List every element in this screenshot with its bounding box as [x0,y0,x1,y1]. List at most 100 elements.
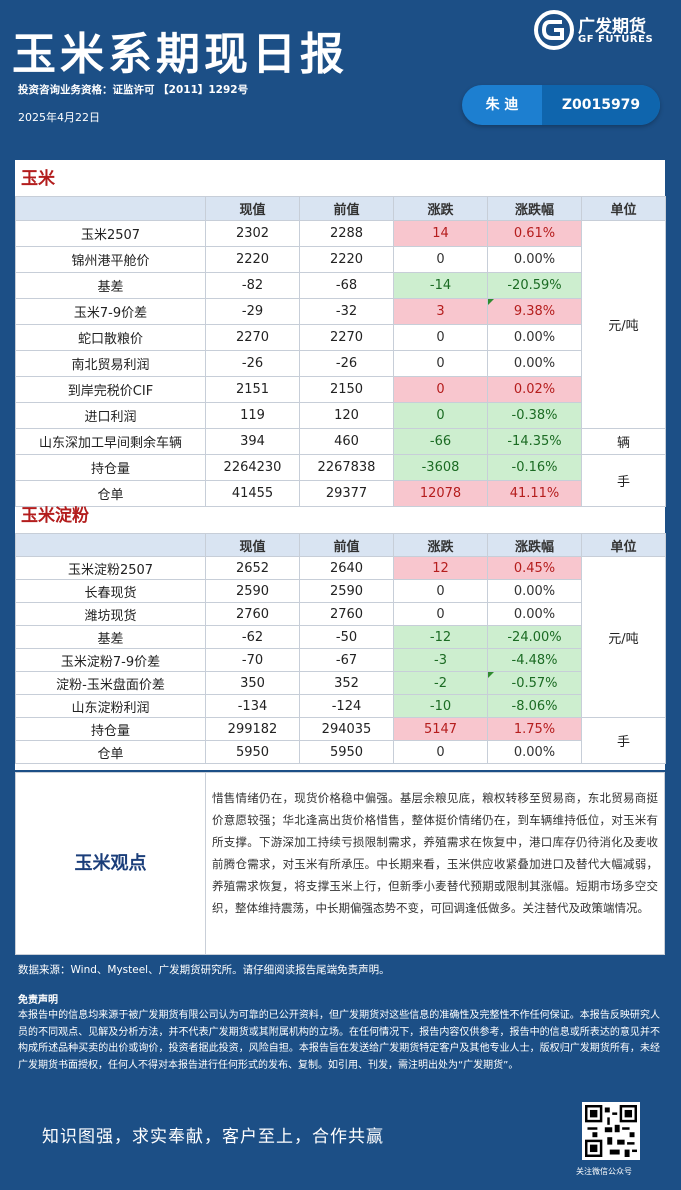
change-value: -12 [393,625,488,649]
previous-value: -32 [299,298,394,325]
change-percent: 9.38% [487,298,582,325]
change-value: 0 [393,402,488,429]
unit-cell: 手 [581,717,666,764]
logo-en-text: GF FUTURES [578,34,654,45]
col-header: 涨跌 [393,196,488,221]
previous-value: -68 [299,272,394,299]
current-value: 2270 [205,324,300,351]
change-percent: 0.00% [487,740,582,764]
change-percent: 41.11% [487,480,582,507]
current-value: 2302 [205,220,300,247]
current-value: 2760 [205,602,300,626]
logo-cn-text: 广发期货 [578,17,646,37]
report-title: 玉米系期现日报 [12,29,348,80]
col-header: 单位 [581,533,666,557]
change-value: 0 [393,350,488,377]
previous-value: -50 [299,625,394,649]
change-percent: 0.00% [487,324,582,351]
current-value: -26 [205,350,300,377]
col-header [15,196,206,221]
row-name: 玉米淀粉2507 [15,556,206,580]
current-value: -134 [205,694,300,718]
change-value: 0 [393,579,488,603]
change-value: 0 [393,376,488,403]
previous-value: 5950 [299,740,394,764]
unit-cell: 手 [581,454,666,507]
change-percent: -0.57% [487,671,582,695]
table-row: 南北贸易利润 -26 -26 0 0.00% [15,350,666,377]
change-value: -3608 [393,454,488,481]
change-value: 0 [393,324,488,351]
row-name: 锦州港平舱价 [15,246,206,273]
previous-value: 2288 [299,220,394,247]
previous-value: 352 [299,671,394,695]
previous-value: -26 [299,350,394,377]
change-percent: 0.00% [487,350,582,377]
col-header: 前值 [299,196,394,221]
change-percent: 0.45% [487,556,582,580]
previous-value: 2150 [299,376,394,403]
change-percent: -0.38% [487,402,582,429]
col-header: 前值 [299,533,394,557]
current-value: 350 [205,671,300,695]
table-row: 基差 -62 -50 -12 -24.00% [15,625,666,649]
corn-section-title: 玉米 [21,169,55,189]
change-percent: -14.35% [487,428,582,455]
change-percent: 0.00% [487,579,582,603]
change-percent: -24.00% [487,625,582,649]
table-row: 到岸完税价CIF 2151 2150 0 0.02% [15,376,666,403]
previous-value: -67 [299,648,394,672]
previous-value: 120 [299,402,394,429]
table-row: 山东深加工早间剩余车辆 394 460 -66 -14.35% 辆 [15,428,666,455]
row-name: 持仓量 [15,454,206,481]
current-value: 5950 [205,740,300,764]
previous-value: 2590 [299,579,394,603]
change-value: 14 [393,220,488,247]
table-row: 玉米淀粉7-9价差 -70 -67 -3 -4.48% [15,648,666,672]
change-percent: -0.16% [487,454,582,481]
change-percent: -4.48% [487,648,582,672]
data-panel: 玉米 现值 前值 涨跌 涨跌幅 单位 玉米2507 2302 2288 14 0.61% 元/吨 锦州… [15,160,666,770]
row-name: 仓单 [15,740,206,764]
author-code: Z0015979 [542,85,660,125]
row-name: 持仓量 [15,717,206,741]
change-value: -3 [393,648,488,672]
col-header: 现值 [205,533,300,557]
row-name: 到岸完税价CIF [15,376,206,403]
current-value: -29 [205,298,300,325]
author-name: 朱 迪 [485,97,519,113]
previous-value: 294035 [299,717,394,741]
previous-value: -124 [299,694,394,718]
col-header: 现值 [205,196,300,221]
row-name: 山东深加工早间剩余车辆 [15,428,206,455]
gf-futures-logo: 广发期货 GF FUTURES [534,10,674,52]
table-row: 淀粉-玉米盘面价差 350 352 -2 -0.57% [15,671,666,695]
current-value: 299182 [205,717,300,741]
table-row: 潍坊现货 2760 2760 0 0.00% [15,602,666,626]
previous-value: 2760 [299,602,394,626]
previous-value: 2270 [299,324,394,351]
gf-logo-icon [534,10,574,50]
col-header: 涨跌幅 [487,533,582,557]
change-percent: -20.59% [487,272,582,299]
table-row: 仓单 41455 29377 12078 41.11% [15,480,666,507]
change-value: 3 [393,298,488,325]
current-value: 2151 [205,376,300,403]
change-value: 5147 [393,717,488,741]
row-name: 淀粉-玉米盘面价差 [15,671,206,695]
qr-code[interactable] [582,1102,640,1160]
current-value: 2220 [205,246,300,273]
table-row: 仓单 5950 5950 0 0.00% [15,740,666,764]
change-value: -2 [393,671,488,695]
starch-section-title: 玉米淀粉 [21,506,89,526]
table-row: 基差 -82 -68 -14 -20.59% [15,272,666,299]
report-date: 2025年4月22日 [18,111,100,124]
current-value: -82 [205,272,300,299]
change-percent: 0.00% [487,246,582,273]
table-row: 山东淀粉利润 -134 -124 -10 -8.06% [15,694,666,718]
row-name: 基差 [15,272,206,299]
change-percent: 0.00% [487,602,582,626]
previous-value: 2267838 [299,454,394,481]
current-value: 2652 [205,556,300,580]
change-percent: -8.06% [487,694,582,718]
